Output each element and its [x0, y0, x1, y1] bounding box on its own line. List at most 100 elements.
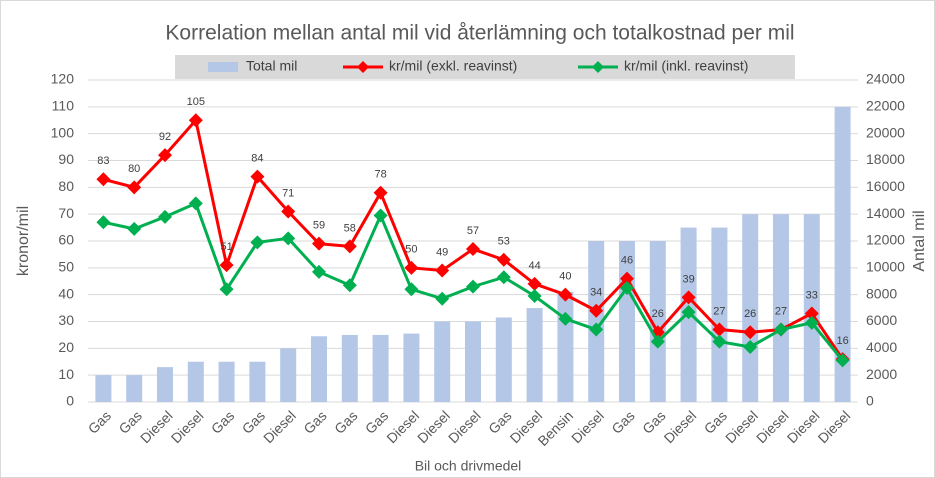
data-label: 49 — [436, 246, 448, 258]
legend-label: kr/mil (inkl. reavinst) — [624, 58, 748, 74]
bar — [834, 106, 851, 402]
marker — [404, 260, 419, 275]
marker — [466, 242, 480, 257]
legend-label: kr/mil (exkl. reavinst) — [389, 58, 517, 74]
marker — [804, 315, 819, 330]
marker — [558, 311, 573, 326]
bar — [341, 334, 358, 402]
bar — [157, 367, 173, 402]
y-tick-label: 80 — [58, 178, 74, 194]
marker — [312, 264, 326, 279]
data-label: 39 — [682, 273, 694, 285]
marker — [558, 287, 573, 302]
marker — [589, 322, 604, 337]
bar — [773, 214, 789, 402]
x-axis-title: Bil och drivmedel — [415, 458, 522, 474]
y-tick-label: 70 — [58, 205, 74, 221]
marker — [127, 221, 142, 236]
legend-box — [175, 55, 795, 79]
marker — [127, 180, 142, 195]
chart-title: Korrelation mellan antal mil vid återläm… — [165, 22, 794, 45]
bar — [249, 361, 266, 402]
y-tick-label: 50 — [58, 259, 74, 275]
marker — [712, 322, 727, 337]
data-label: 26 — [652, 308, 664, 320]
marker — [835, 353, 850, 368]
bar — [588, 241, 605, 402]
data-label: 33 — [806, 289, 818, 301]
data-label: 27 — [775, 305, 787, 317]
y2-tick-label: 20000 — [866, 124, 905, 140]
data-label: 53 — [498, 236, 510, 248]
legend-swatch — [208, 62, 238, 72]
marker — [312, 236, 326, 251]
marker — [250, 235, 265, 250]
data-label: 46 — [621, 254, 633, 266]
bar — [465, 321, 481, 402]
y2-tick-label: 12000 — [866, 232, 905, 248]
marker — [527, 276, 542, 291]
marker — [404, 282, 419, 297]
marker — [342, 239, 357, 254]
legend-swatch — [357, 61, 369, 73]
bar — [280, 348, 297, 402]
y-tick-label: 10 — [58, 366, 74, 382]
data-label: 26 — [744, 308, 756, 320]
bar — [526, 308, 543, 402]
y-tick-label: 20 — [58, 339, 74, 355]
marker — [96, 215, 111, 230]
marker — [681, 290, 696, 305]
marker — [589, 303, 604, 318]
y2-tick-label: 2000 — [866, 366, 897, 382]
y2-axis-title: Antal mil — [911, 210, 928, 271]
marker — [466, 279, 480, 294]
marker — [373, 208, 388, 223]
marker — [188, 196, 203, 211]
data-label: 83 — [97, 155, 109, 167]
bar — [649, 241, 666, 402]
marker — [158, 148, 172, 163]
data-label: 34 — [590, 287, 602, 299]
data-label: 44 — [528, 260, 540, 272]
data-label: 84 — [251, 153, 263, 165]
y-tick-label: 40 — [58, 285, 74, 301]
marker — [250, 169, 265, 184]
y-tick-label: 90 — [58, 151, 74, 167]
y2-tick-label: 8000 — [866, 285, 897, 301]
bar — [403, 333, 420, 402]
bar — [311, 336, 327, 402]
data-label: 71 — [282, 187, 294, 199]
data-label: 57 — [467, 225, 479, 237]
y2-tick-label: 24000 — [866, 71, 905, 87]
y2-tick-label: 10000 — [866, 259, 905, 275]
marker — [281, 231, 296, 246]
marker — [219, 282, 234, 297]
marker — [158, 209, 172, 224]
y2-tick-label: 14000 — [866, 205, 905, 221]
data-label: 80 — [128, 163, 140, 175]
y-tick-label: 0 — [66, 393, 74, 409]
marker — [712, 334, 727, 349]
marker — [281, 204, 296, 219]
marker — [681, 305, 696, 320]
bar — [95, 375, 112, 402]
data-label: 27 — [713, 305, 725, 317]
marker — [650, 334, 665, 349]
marker — [96, 172, 111, 187]
marker — [743, 325, 758, 340]
y2-tick-label: 16000 — [866, 178, 905, 194]
data-label: 92 — [159, 131, 171, 143]
marker — [774, 322, 788, 337]
y-axis-title: kronor/mil — [15, 206, 32, 276]
data-label: 105 — [187, 96, 205, 108]
bar — [218, 361, 235, 402]
y-tick-label: 30 — [58, 312, 74, 328]
marker — [219, 258, 234, 273]
marker — [496, 252, 511, 267]
data-label: 40 — [559, 271, 571, 283]
bar — [187, 361, 204, 402]
y-tick-label: 60 — [58, 232, 74, 248]
marker — [435, 291, 450, 306]
y-tick-label: 100 — [51, 124, 75, 140]
